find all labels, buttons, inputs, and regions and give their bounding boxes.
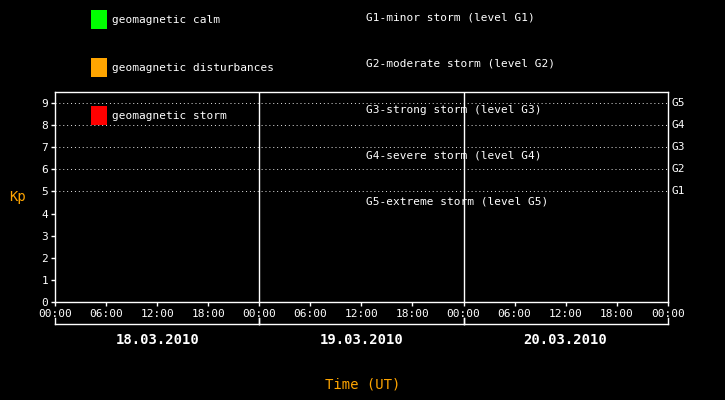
Text: G1: G1 bbox=[671, 186, 685, 196]
Text: geomagnetic disturbances: geomagnetic disturbances bbox=[112, 63, 274, 73]
Text: Kp: Kp bbox=[9, 190, 26, 204]
Text: G2: G2 bbox=[671, 164, 685, 174]
Text: G3-strong storm (level G3): G3-strong storm (level G3) bbox=[366, 105, 542, 115]
Text: 18.03.2010: 18.03.2010 bbox=[115, 333, 199, 347]
Text: Time (UT): Time (UT) bbox=[325, 378, 400, 392]
Text: G2-moderate storm (level G2): G2-moderate storm (level G2) bbox=[366, 59, 555, 69]
Text: G5: G5 bbox=[671, 98, 685, 108]
Text: G4-severe storm (level G4): G4-severe storm (level G4) bbox=[366, 151, 542, 161]
Text: G4: G4 bbox=[671, 120, 685, 130]
Text: 19.03.2010: 19.03.2010 bbox=[320, 333, 403, 347]
Text: G5-extreme storm (level G5): G5-extreme storm (level G5) bbox=[366, 197, 548, 207]
Text: G3: G3 bbox=[671, 142, 685, 152]
Text: geomagnetic storm: geomagnetic storm bbox=[112, 111, 227, 121]
Text: geomagnetic calm: geomagnetic calm bbox=[112, 15, 220, 25]
Text: 20.03.2010: 20.03.2010 bbox=[523, 333, 608, 347]
Text: G1-minor storm (level G1): G1-minor storm (level G1) bbox=[366, 13, 535, 23]
